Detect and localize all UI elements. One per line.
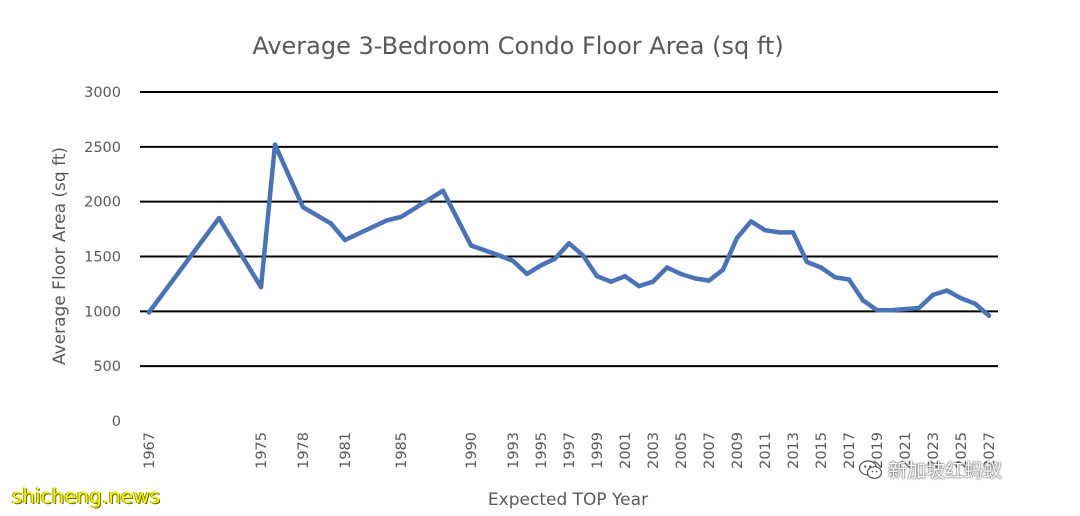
data-point-2013 <box>790 230 796 235</box>
y-tick-label: 0 <box>112 414 121 430</box>
x-tick-label: 1990 <box>464 432 480 469</box>
data-point-2008 <box>720 267 726 272</box>
wechat-icon <box>858 457 884 483</box>
data-point-1999 <box>594 274 600 279</box>
data-point-2024 <box>944 288 950 293</box>
data-point-2007 <box>706 278 712 283</box>
y-tick-label: 3000 <box>84 85 121 101</box>
data-point-2020 <box>888 308 894 313</box>
data-point-2026 <box>972 301 978 306</box>
x-tick-label: 1981 <box>338 432 354 469</box>
data-point-2003 <box>650 279 656 284</box>
x-tick-label: 2017 <box>842 432 858 469</box>
data-point-2018 <box>860 298 866 303</box>
x-tick-label: 2019 <box>870 432 886 469</box>
data-point-2017 <box>846 277 852 282</box>
data-point-1981 <box>342 237 348 243</box>
data-point-1972 <box>216 215 222 221</box>
account-watermark: 新加坡红蚂蚁 <box>858 456 1002 483</box>
x-tick-label: 1999 <box>590 432 606 469</box>
y-tick-label: 1000 <box>84 304 121 320</box>
y-tick-label: 1500 <box>84 250 121 266</box>
x-tick-label: 1995 <box>534 432 550 469</box>
x-tick-label: 2013 <box>786 432 802 469</box>
x-tick-label: 1997 <box>562 432 578 469</box>
y-axis-label: Average Floor Area (sq ft) <box>50 147 70 365</box>
data-point-2019 <box>874 308 880 313</box>
data-point-1975 <box>258 285 264 290</box>
data-point-1976 <box>272 142 278 147</box>
x-tick-label: 1975 <box>254 432 270 469</box>
x-tick-label: 2005 <box>674 432 690 469</box>
x-tick-label: 2003 <box>646 432 662 469</box>
x-tick-label: 1985 <box>394 432 410 469</box>
x-tick-label: 2001 <box>618 432 634 469</box>
gridlines <box>140 91 998 368</box>
data-point-1994 <box>524 271 530 277</box>
y-axis-ticks: 0 500 1000 1500 2000 2500 3000 <box>84 85 121 430</box>
data-point-2014 <box>804 259 810 265</box>
data-point-2009 <box>734 235 740 241</box>
data-point-2021 <box>902 306 908 312</box>
data-point-1993 <box>510 258 516 264</box>
x-tick-label: 2009 <box>730 432 746 469</box>
data-point-2004 <box>664 265 670 270</box>
data-point-2016 <box>832 275 838 280</box>
data-point-1980 <box>328 221 334 226</box>
x-axis-label: Expected TOP Year <box>488 490 648 510</box>
data-point-1985 <box>398 214 404 220</box>
series-line-0 <box>146 142 992 318</box>
x-tick-label: 1993 <box>506 432 522 469</box>
data-point-2023 <box>930 292 936 298</box>
x-tick-label: 2027 <box>982 432 998 469</box>
data-point-2010 <box>748 219 754 224</box>
data-point-1995 <box>538 263 544 268</box>
x-tick-label: 2015 <box>814 432 830 469</box>
data-point-1996 <box>552 256 558 261</box>
chart-title: Average 3-Bedroom Condo Floor Area (sq f… <box>252 32 783 60</box>
data-point-2025 <box>958 296 964 301</box>
data-point-1988 <box>440 188 446 193</box>
site-watermark: shicheng.news <box>12 484 161 508</box>
data-point-2015 <box>818 265 824 270</box>
x-axis-ticks: 1967 1975 1978 1981 1985 1990 1993 1995 1997 1999… <box>142 432 998 469</box>
data-point-2022 <box>916 305 922 311</box>
data-point-2012 <box>776 230 782 235</box>
y-tick-label: 2000 <box>84 195 121 211</box>
data-point-2006 <box>692 276 698 281</box>
data-point-1997 <box>566 241 572 246</box>
data-point-2001 <box>622 274 628 279</box>
data-point-1967 <box>146 310 152 315</box>
x-tick-label: 2023 <box>926 432 942 469</box>
data-point-1984 <box>384 218 390 223</box>
x-tick-label: 2007 <box>702 432 718 469</box>
x-tick-label: 2025 <box>954 432 970 469</box>
y-tick-label: 500 <box>93 359 121 375</box>
data-point-1992 <box>496 253 502 258</box>
x-tick-label: 2011 <box>758 432 774 469</box>
series-layer <box>146 142 992 318</box>
data-point-2005 <box>678 271 684 277</box>
data-point-1998 <box>580 253 586 258</box>
y-tick-label: 2500 <box>84 140 121 156</box>
data-point-2000 <box>608 279 614 284</box>
data-point-2027 <box>986 313 992 318</box>
x-tick-label: 1967 <box>142 432 158 469</box>
data-point-1978 <box>300 205 306 210</box>
account-name: 新加坡红蚂蚁 <box>888 460 1003 482</box>
x-tick-label: 2021 <box>898 432 914 469</box>
x-tick-label: 1978 <box>296 432 312 469</box>
data-point-2011 <box>762 228 768 233</box>
data-point-2002 <box>636 283 642 289</box>
data-point-1990 <box>468 243 474 248</box>
